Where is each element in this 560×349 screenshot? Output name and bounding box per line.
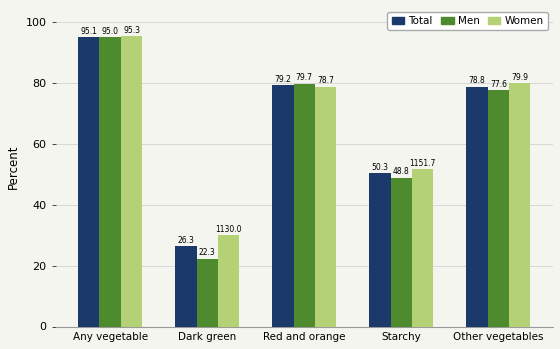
Bar <box>121 36 142 327</box>
Text: 95.1: 95.1 <box>81 27 97 36</box>
Bar <box>466 87 488 327</box>
Bar <box>315 87 337 327</box>
Text: 79.9: 79.9 <box>511 73 528 82</box>
Bar <box>391 178 412 327</box>
Bar <box>100 37 121 327</box>
Text: 1151.7: 1151.7 <box>409 159 436 168</box>
Bar <box>272 86 293 327</box>
Bar <box>370 173 391 327</box>
Text: 95.0: 95.0 <box>102 27 119 36</box>
Text: 78.7: 78.7 <box>317 76 334 86</box>
Y-axis label: Percent: Percent <box>7 144 20 189</box>
Bar <box>488 90 509 327</box>
Text: 50.3: 50.3 <box>371 163 389 172</box>
Text: 79.2: 79.2 <box>274 75 291 84</box>
Text: 77.6: 77.6 <box>490 80 507 89</box>
Bar <box>218 235 239 327</box>
Bar <box>78 37 100 327</box>
Bar <box>509 83 530 327</box>
Text: 26.3: 26.3 <box>178 236 194 245</box>
Text: 95.3: 95.3 <box>123 26 140 35</box>
Bar <box>175 246 197 327</box>
Bar <box>197 259 218 327</box>
Text: 22.3: 22.3 <box>199 248 216 257</box>
Bar <box>293 84 315 327</box>
Legend: Total, Men, Women: Total, Men, Women <box>388 12 548 30</box>
Text: 1130.0: 1130.0 <box>216 225 242 234</box>
Text: 78.8: 78.8 <box>469 76 486 85</box>
Bar <box>412 169 433 327</box>
Text: 79.7: 79.7 <box>296 73 313 82</box>
Text: 48.8: 48.8 <box>393 168 410 177</box>
